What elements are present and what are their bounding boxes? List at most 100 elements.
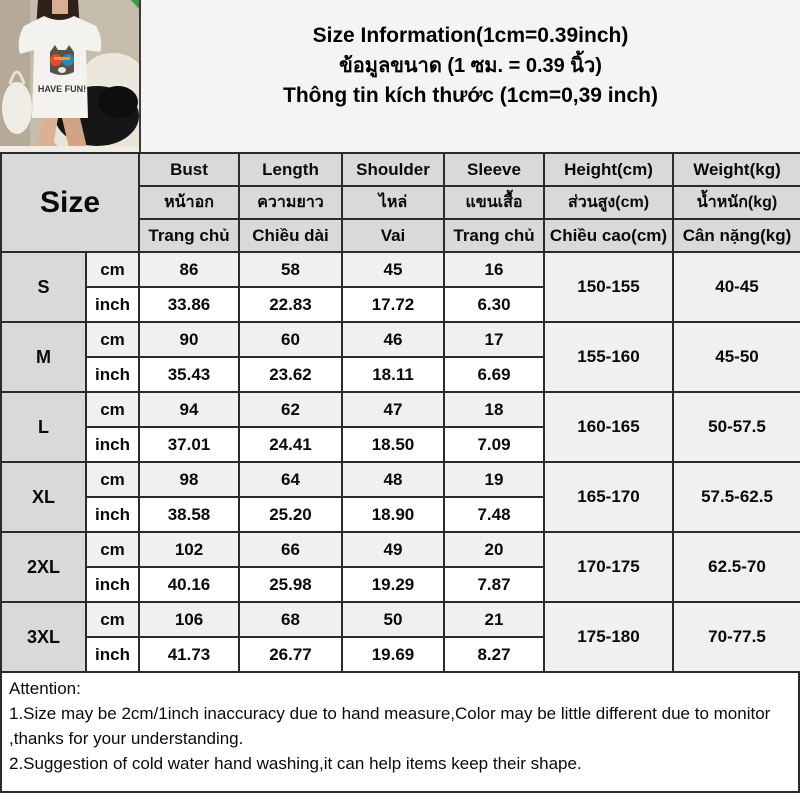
weight-range: 45-50 — [672, 321, 800, 393]
height-range: 175-180 — [543, 601, 674, 673]
measurement-cell: 40.16 — [138, 566, 240, 603]
measurement-cell: 21 — [443, 601, 545, 638]
height-range: 160-165 — [543, 391, 674, 463]
measurement-cell: 102 — [138, 531, 240, 568]
size-label: L — [0, 391, 87, 463]
page-title-vi: Thông tin kích thước (1cm=0,39 inch) — [283, 84, 658, 107]
product-photo-illustration: HAVE FUN! — [0, 0, 139, 152]
measurement-cell: 25.20 — [238, 496, 343, 533]
table-row: inch 33.86 22.83 17.72 6.30 — [1, 286, 800, 323]
measurement-cell: 18.11 — [341, 356, 445, 393]
page-title-en: Size Information(1cm=0.39inch) — [312, 24, 629, 47]
header-shoulder-th: ไหล่ — [341, 185, 445, 220]
header-row-th: หน้าอก ความยาว ไหล่ แขนเสื้อ ส่วนสูง(cm)… — [1, 185, 800, 220]
measurement-cell: 58 — [238, 251, 343, 288]
size-label: S — [0, 251, 87, 323]
table-row: inch 35.43 23.62 18.11 6.69 — [1, 356, 800, 393]
unit-label: cm — [85, 531, 140, 568]
measurement-cell: 19 — [443, 461, 545, 498]
measurement-cell: 33.86 — [138, 286, 240, 323]
header-shoulder-vi: Vai — [341, 218, 445, 253]
bag-shape — [2, 82, 32, 134]
header-bust-vi: Trang chủ — [138, 218, 240, 253]
table-row: XL cm 98 64 48 19 165-170 57.5-62.5 — [0, 461, 800, 533]
measurement-cell: 26.77 — [238, 636, 343, 673]
table-row: inch 40.16 25.98 19.29 7.87 — [1, 566, 800, 603]
size-label: 2XL — [0, 531, 87, 603]
title-block: Size Information(1cm=0.39inch) ข้อมูลขนา… — [141, 0, 800, 152]
table-row: 2XL cm 102 66 49 20 170-175 62.5-70 — [0, 531, 800, 603]
size-label: XL — [0, 461, 87, 533]
attention-line-2: ,thanks for your understanding. — [9, 729, 244, 748]
header-row-en: Size Bust Length Shoulder Sleeve Height(… — [0, 152, 800, 253]
table-row: inch 37.01 24.41 18.50 7.09 — [1, 426, 800, 463]
measurement-cell: 106 — [138, 601, 240, 638]
measurement-cell: 16 — [443, 251, 545, 288]
product-photo: HAVE FUN! — [0, 0, 141, 152]
table-row: 3XL cm 106 68 50 21 175-180 70-77.5 — [0, 601, 800, 673]
table-row: inch 41.73 26.77 19.69 8.27 — [1, 636, 800, 673]
measurement-cell: 49 — [341, 531, 445, 568]
measurement-cell: 45 — [341, 251, 445, 288]
measurement-cell: 6.30 — [443, 286, 545, 323]
measurement-cell: 7.09 — [443, 426, 545, 463]
page-title-th: ข้อมูลขนาด (1 ซม. = 0.39 นิ้ว) — [339, 55, 602, 77]
header-length-th: ความยาว — [238, 185, 343, 220]
cat-graphic — [50, 45, 74, 75]
measurement-cell: 19.69 — [341, 636, 445, 673]
size-table: Size Bust Length Shoulder Sleeve Height(… — [0, 152, 800, 673]
measurement-cell: 41.73 — [138, 636, 240, 673]
header-shoulder-en: Shoulder — [341, 152, 445, 187]
header-weight-vi: Cân nặng(kg) — [672, 218, 800, 253]
unit-label: inch — [85, 566, 140, 603]
measurement-cell: 18.90 — [341, 496, 445, 533]
height-range: 165-170 — [543, 461, 674, 533]
unit-label: cm — [85, 601, 140, 638]
measurement-cell: 24.41 — [238, 426, 343, 463]
measurement-cell: 86 — [138, 251, 240, 288]
height-range: 170-175 — [543, 531, 674, 603]
measurement-cell: 48 — [341, 461, 445, 498]
measurement-cell: 37.01 — [138, 426, 240, 463]
header-row-vi: Trang chủ Chiều dài Vai Trang chủ Chiều … — [1, 218, 800, 253]
measurement-cell: 46 — [341, 321, 445, 358]
attention-box: Attention: 1.Size may be 2cm/1inch inacc… — [0, 673, 800, 793]
table-row: S cm 86 58 45 16 150-155 40-45 — [0, 251, 800, 323]
table-row: inch 38.58 25.20 18.90 7.48 — [1, 496, 800, 533]
measurement-cell: 98 — [138, 461, 240, 498]
measurement-cell: 90 — [138, 321, 240, 358]
attention-heading: Attention: — [9, 679, 81, 698]
measurement-cell: 62 — [238, 391, 343, 428]
header-length-vi: Chiều dài — [238, 218, 343, 253]
size-label: M — [0, 321, 87, 393]
measurement-cell: 20 — [443, 531, 545, 568]
measurement-cell: 35.43 — [138, 356, 240, 393]
header-length-en: Length — [238, 152, 343, 187]
unit-label: cm — [85, 321, 140, 358]
measurement-cell: 6.69 — [443, 356, 545, 393]
measurement-cell: 25.98 — [238, 566, 343, 603]
measurement-cell: 94 — [138, 391, 240, 428]
measurement-cell: 17.72 — [341, 286, 445, 323]
header-weight-en: Weight(kg) — [672, 152, 800, 187]
header-sleeve-vi: Trang chủ — [443, 218, 545, 253]
unit-label: inch — [85, 286, 140, 323]
measurement-cell: 22.83 — [238, 286, 343, 323]
attention-line-3: 2.Suggestion of cold water hand washing,… — [9, 754, 582, 773]
header-sleeve-th: แขนเสื้อ — [443, 185, 545, 220]
measurement-cell: 7.87 — [443, 566, 545, 603]
unit-label: inch — [85, 356, 140, 393]
measurement-cell: 60 — [238, 321, 343, 358]
attention-line-1: 1.Size may be 2cm/1inch inaccuracy due t… — [9, 704, 771, 723]
header-height-en: Height(cm) — [543, 152, 674, 187]
measurement-cell: 50 — [341, 601, 445, 638]
corner-mark — [131, 0, 139, 9]
measurement-cell: 64 — [238, 461, 343, 498]
measurement-cell: 66 — [238, 531, 343, 568]
weight-range: 40-45 — [672, 251, 800, 323]
weight-range: 50-57.5 — [672, 391, 800, 463]
measurement-cell: 68 — [238, 601, 343, 638]
size-label: 3XL — [0, 601, 87, 673]
measurement-cell: 7.48 — [443, 496, 545, 533]
